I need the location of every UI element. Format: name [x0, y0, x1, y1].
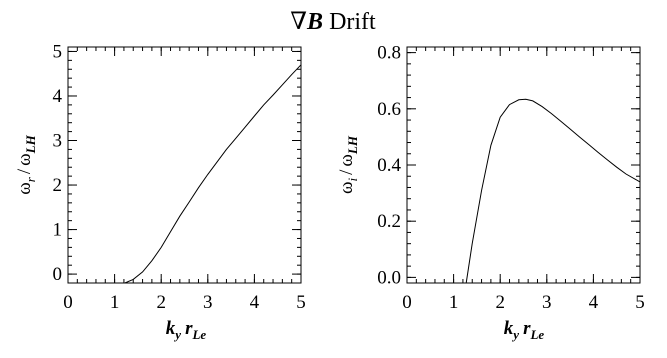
title-nabla-symbol: ∇: [290, 9, 307, 35]
y-tick-label: 3: [53, 131, 63, 152]
y-tick-label: 4: [53, 86, 63, 107]
series-line: [465, 98, 641, 284]
title-bold-b: B: [306, 9, 323, 35]
x-tick-label: 3: [203, 292, 213, 313]
x-tick-label: 4: [589, 292, 599, 313]
figure-title: ∇B Drift: [290, 9, 376, 35]
y-tick-label: 0: [53, 264, 63, 285]
y-tick-label: 2: [53, 175, 63, 196]
plot-frame: [67, 46, 302, 284]
chart-left: 0 1 2 3 4 5 0 1 2 3 4 5 ky rLe ωr/ωLH: [14, 41, 306, 342]
x-tick-label: 3: [542, 292, 552, 313]
y-tick-label: 0.2: [377, 211, 401, 232]
x-tick-label: 2: [156, 292, 166, 313]
y-tick-label: 0.6: [377, 99, 401, 120]
y-tick-label: 0.4: [377, 155, 401, 176]
y-axis-label: ωr/ωLH: [14, 134, 38, 194]
x-tick-label: 4: [250, 292, 260, 313]
y-tick-label: 0.0: [377, 267, 401, 288]
y-axis-label: ωi/ωLH: [336, 135, 360, 194]
plot-frame: [406, 46, 641, 284]
x-tick-label: 1: [449, 292, 459, 313]
y-tick-label: 0.8: [377, 43, 401, 64]
chart-right: 0 1 2 3 4 5 0.0 0.2 0.4 0.6 0.8 ky rLe ωi/ωLH: [336, 43, 645, 342]
x-tick-label: 5: [635, 292, 645, 313]
title-drift-text: Drift: [323, 9, 376, 35]
x-tick-label: 0: [402, 292, 412, 313]
x-tick-label: 5: [296, 292, 306, 313]
x-tick-label: 1: [110, 292, 120, 313]
x-tick-label: 2: [495, 292, 505, 313]
x-axis-label: ky rLe: [504, 318, 545, 342]
series-line: [124, 64, 302, 284]
x-tick-label: 0: [63, 292, 73, 313]
y-tick-label: 1: [53, 220, 63, 241]
x-axis-label: ky rLe: [166, 318, 207, 342]
y-tick-label: 5: [53, 41, 63, 62]
